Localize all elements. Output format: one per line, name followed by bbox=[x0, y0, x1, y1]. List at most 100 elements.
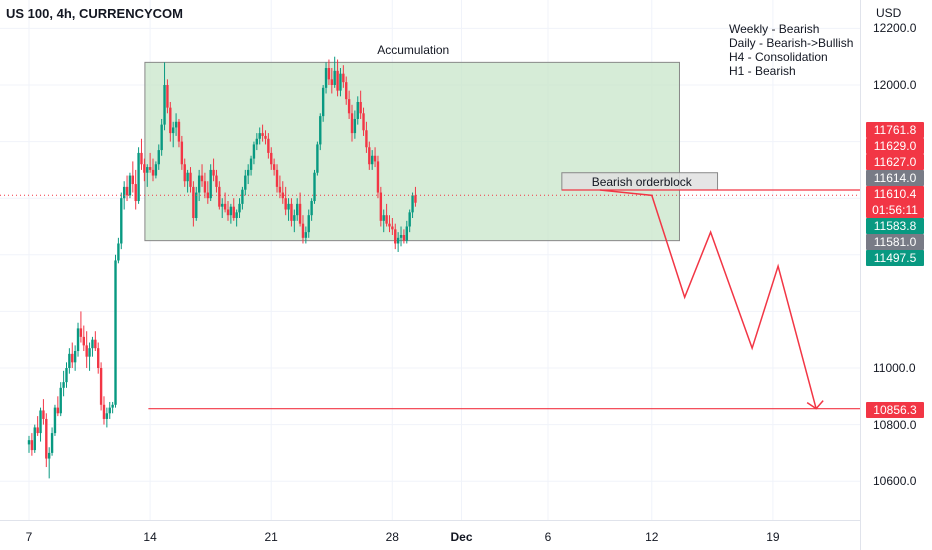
candle-body bbox=[180, 141, 184, 165]
candle-body bbox=[270, 152, 273, 165]
candle-body bbox=[65, 368, 68, 383]
x-tick-label: 21 bbox=[264, 530, 278, 544]
candle-body bbox=[235, 212, 238, 219]
candle-body bbox=[47, 452, 51, 459]
candle-body bbox=[195, 192, 198, 219]
candle-body bbox=[327, 68, 331, 80]
candle-body bbox=[42, 410, 45, 419]
candle-body bbox=[336, 70, 339, 91]
candle-body bbox=[171, 127, 175, 134]
candle-body bbox=[183, 164, 186, 182]
chart-title: US 100, 4h, CURRENCYCOM bbox=[6, 6, 183, 21]
candle-body bbox=[200, 175, 204, 182]
candle-body bbox=[102, 404, 106, 419]
candle-body bbox=[310, 201, 313, 216]
candle-body bbox=[284, 198, 287, 210]
candle-body bbox=[399, 234, 403, 238]
candle-body bbox=[71, 353, 74, 363]
candle-body bbox=[333, 70, 336, 85]
candle-body bbox=[229, 206, 233, 216]
price-tag: 11581.0 bbox=[866, 234, 924, 250]
note-h1: H1 - Bearish bbox=[729, 64, 796, 78]
candle-body bbox=[246, 169, 250, 176]
candle-body bbox=[304, 232, 308, 238]
candle-body bbox=[166, 85, 169, 108]
candle-body bbox=[117, 243, 120, 261]
candle-body bbox=[261, 133, 264, 136]
candle-body bbox=[59, 387, 62, 414]
price-tag: 11629.0 bbox=[866, 138, 924, 154]
candle-body bbox=[345, 82, 348, 100]
candle-body bbox=[88, 348, 91, 357]
x-tick-label: 19 bbox=[766, 530, 780, 544]
candle-body bbox=[140, 152, 143, 165]
candle-body bbox=[414, 195, 417, 203]
candle-body bbox=[105, 413, 109, 419]
candle-body bbox=[68, 353, 71, 368]
candle-body bbox=[238, 203, 241, 213]
candle-body bbox=[258, 133, 261, 139]
candle-body bbox=[160, 124, 163, 151]
candle-body bbox=[272, 164, 276, 170]
candle-body bbox=[373, 155, 377, 162]
candle-body bbox=[151, 169, 155, 176]
candle-body bbox=[356, 101, 359, 119]
candle-body bbox=[275, 169, 279, 187]
candle-body bbox=[267, 138, 270, 153]
price-tag: 11610.4 01:56:11 bbox=[866, 186, 924, 218]
candle-body bbox=[255, 138, 259, 145]
candle-body bbox=[342, 73, 345, 83]
candle-body bbox=[50, 433, 54, 453]
accumulation-label: Accumulation bbox=[377, 43, 450, 58]
candle-body bbox=[353, 118, 357, 134]
candle-body bbox=[278, 186, 282, 193]
candle-body bbox=[359, 101, 362, 114]
candle-body bbox=[232, 206, 235, 219]
price-tag: 10856.3 bbox=[866, 402, 924, 418]
x-tick-label: 7 bbox=[25, 530, 33, 544]
candle-body bbox=[287, 203, 290, 210]
candle-body bbox=[382, 215, 385, 221]
candle-body bbox=[221, 203, 224, 207]
candle-body bbox=[313, 172, 316, 202]
candle-body bbox=[388, 223, 391, 227]
candle-body bbox=[319, 116, 322, 145]
candle-body bbox=[137, 152, 140, 202]
candle-body bbox=[131, 175, 135, 185]
annotation-lines bbox=[0, 189, 860, 410]
candle-body bbox=[307, 215, 310, 233]
x-tick-label: 28 bbox=[385, 530, 399, 544]
candle-body bbox=[36, 427, 39, 434]
y-tick-label: 11000.0 bbox=[873, 361, 916, 375]
candle-body bbox=[241, 189, 244, 204]
candle-body bbox=[157, 150, 160, 165]
candle-body bbox=[62, 382, 65, 388]
candle-body bbox=[30, 440, 34, 451]
orderblock-label: Bearish orderblock bbox=[591, 174, 692, 189]
y-tick-label: 12000.0 bbox=[873, 78, 917, 92]
candle-body bbox=[99, 368, 103, 405]
candle-body bbox=[218, 186, 221, 207]
candle-body bbox=[114, 260, 117, 405]
candle-body bbox=[125, 186, 129, 196]
candle-body bbox=[215, 175, 218, 187]
candle-body bbox=[376, 161, 380, 193]
candle-body bbox=[368, 147, 371, 165]
candle-body bbox=[301, 223, 305, 238]
candle-body bbox=[209, 169, 212, 199]
candle-body bbox=[53, 407, 57, 434]
price-tag: 11614.0 bbox=[866, 170, 924, 186]
candle-body bbox=[79, 328, 83, 337]
candle-body bbox=[206, 192, 210, 199]
candle-body bbox=[39, 410, 42, 434]
price-tag: 11761.8 bbox=[866, 122, 924, 138]
candle-body bbox=[73, 351, 77, 363]
candle-body bbox=[264, 135, 267, 139]
candle-body bbox=[128, 175, 132, 196]
projection-arrowhead bbox=[806, 400, 824, 410]
candle-body bbox=[146, 167, 149, 173]
analysis-notes: Weekly - Bearish Daily - Bearish->Bullis… bbox=[729, 22, 853, 78]
candle-body bbox=[56, 407, 60, 414]
price-tag: 11627.0 bbox=[866, 154, 924, 170]
